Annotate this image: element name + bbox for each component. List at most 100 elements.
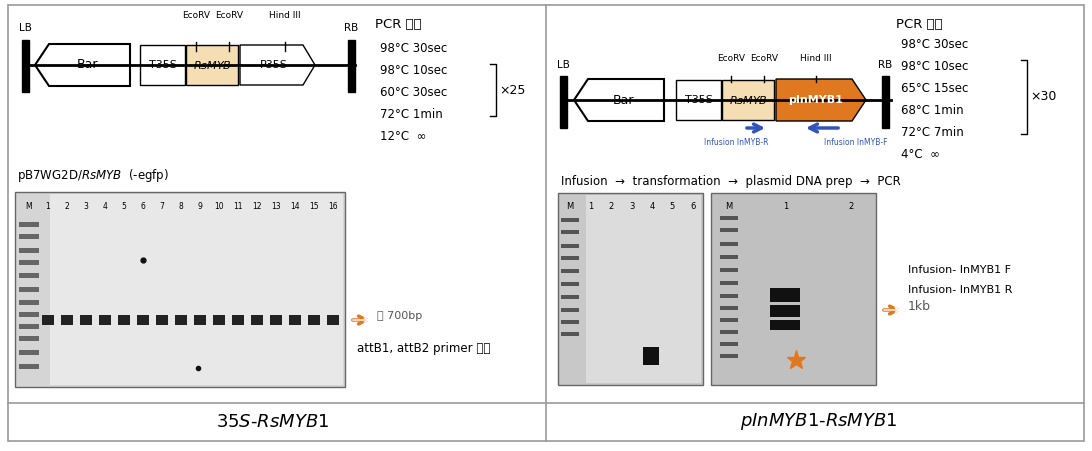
Text: 12: 12 (252, 202, 262, 211)
FancyBboxPatch shape (19, 260, 39, 265)
FancyBboxPatch shape (882, 76, 889, 128)
FancyBboxPatch shape (720, 330, 738, 333)
FancyBboxPatch shape (643, 347, 658, 365)
FancyBboxPatch shape (561, 244, 579, 248)
Text: 1: 1 (46, 202, 50, 211)
Text: 2: 2 (848, 202, 854, 211)
Text: 1kb: 1kb (909, 299, 931, 313)
FancyBboxPatch shape (251, 315, 263, 325)
FancyBboxPatch shape (19, 273, 39, 278)
FancyBboxPatch shape (561, 268, 579, 272)
Text: attB1, attB2 primer 사용: attB1, attB2 primer 사용 (357, 342, 490, 355)
FancyBboxPatch shape (720, 318, 738, 322)
Polygon shape (776, 79, 866, 121)
FancyBboxPatch shape (194, 315, 206, 325)
FancyBboxPatch shape (720, 227, 738, 231)
Text: 10: 10 (214, 202, 224, 211)
FancyBboxPatch shape (232, 315, 244, 325)
FancyBboxPatch shape (19, 300, 39, 305)
FancyBboxPatch shape (720, 305, 738, 309)
FancyBboxPatch shape (561, 256, 579, 259)
FancyBboxPatch shape (770, 320, 800, 330)
FancyBboxPatch shape (711, 193, 876, 385)
Text: 6: 6 (690, 202, 696, 211)
FancyBboxPatch shape (720, 341, 738, 345)
Text: PCR 조건: PCR 조건 (897, 18, 942, 31)
FancyBboxPatch shape (561, 331, 579, 336)
Text: 8: 8 (179, 202, 183, 211)
Text: 약 700bp: 약 700bp (377, 311, 423, 321)
FancyBboxPatch shape (720, 354, 738, 358)
FancyBboxPatch shape (770, 305, 800, 317)
Text: 3: 3 (84, 202, 88, 211)
Text: 5: 5 (121, 202, 127, 211)
FancyBboxPatch shape (720, 241, 738, 245)
FancyBboxPatch shape (50, 194, 343, 385)
Text: EcoRV: EcoRV (717, 54, 745, 63)
Text: 4: 4 (650, 202, 654, 211)
FancyBboxPatch shape (19, 350, 39, 355)
Text: 2: 2 (608, 202, 614, 211)
Text: ×30: ×30 (1030, 91, 1056, 103)
FancyBboxPatch shape (561, 281, 579, 285)
Text: 72°C 7min: 72°C 7min (901, 126, 964, 139)
FancyBboxPatch shape (19, 336, 39, 341)
Text: 15: 15 (309, 202, 319, 211)
FancyBboxPatch shape (561, 295, 579, 299)
FancyBboxPatch shape (136, 315, 149, 325)
Text: EcoRV: EcoRV (750, 54, 778, 63)
Text: 4°C  ∞: 4°C ∞ (901, 148, 940, 161)
Text: 12°C  ∞: 12°C ∞ (380, 130, 426, 143)
Text: M: M (567, 202, 573, 211)
FancyBboxPatch shape (19, 312, 39, 317)
Text: Hind III: Hind III (800, 54, 832, 63)
FancyBboxPatch shape (770, 288, 800, 302)
Text: M: M (725, 202, 733, 211)
Text: 60°C 30sec: 60°C 30sec (380, 86, 448, 99)
FancyBboxPatch shape (561, 230, 579, 234)
Text: 6: 6 (141, 202, 145, 211)
Polygon shape (35, 44, 130, 86)
Text: RB: RB (344, 23, 358, 33)
FancyBboxPatch shape (561, 217, 579, 221)
FancyBboxPatch shape (561, 308, 579, 312)
Text: 68°C 1min: 68°C 1min (901, 104, 963, 117)
FancyBboxPatch shape (175, 315, 187, 325)
Text: 4: 4 (103, 202, 107, 211)
Text: 11: 11 (234, 202, 242, 211)
FancyBboxPatch shape (720, 294, 738, 298)
Text: LB: LB (557, 60, 569, 70)
Text: RB: RB (878, 60, 892, 70)
Text: 98°C 30sec: 98°C 30sec (901, 38, 969, 51)
Text: 7: 7 (159, 202, 165, 211)
FancyBboxPatch shape (19, 324, 39, 329)
Text: Bar: Bar (76, 59, 98, 72)
FancyBboxPatch shape (140, 45, 185, 85)
FancyBboxPatch shape (327, 315, 339, 325)
Text: 72°C 1min: 72°C 1min (380, 108, 442, 121)
Text: $\it{RsMYB}$: $\it{RsMYB}$ (728, 94, 768, 106)
Polygon shape (574, 79, 664, 121)
Text: pB7WG2D/$\it{RsMYB}$  (-egfp): pB7WG2D/$\it{RsMYB}$ (-egfp) (17, 167, 169, 184)
Text: EcoRV: EcoRV (215, 11, 244, 20)
Text: ×25: ×25 (499, 83, 525, 97)
FancyBboxPatch shape (560, 76, 567, 128)
FancyBboxPatch shape (186, 45, 238, 85)
Text: Infusion- InMYB1 F: Infusion- InMYB1 F (909, 265, 1011, 275)
Text: Infusion  →  transformation  →  plasmid DNA prep  →  PCR: Infusion → transformation → plasmid DNA … (561, 175, 901, 188)
Text: $\it{35S}$-$\it{Rs}$$\it{MYB1}$: $\it{35S}$-$\it{Rs}$$\it{MYB1}$ (216, 413, 330, 431)
Text: Hind III: Hind III (270, 11, 300, 20)
Text: 98°C 10sec: 98°C 10sec (901, 60, 969, 73)
FancyBboxPatch shape (270, 315, 282, 325)
FancyBboxPatch shape (99, 315, 111, 325)
FancyBboxPatch shape (720, 267, 738, 272)
FancyBboxPatch shape (41, 315, 54, 325)
Text: Infusion InMYB-F: Infusion InMYB-F (824, 138, 888, 147)
Text: 65°C 15sec: 65°C 15sec (901, 82, 969, 95)
Text: M: M (26, 202, 33, 211)
FancyBboxPatch shape (19, 248, 39, 253)
FancyBboxPatch shape (80, 315, 92, 325)
FancyBboxPatch shape (722, 80, 774, 120)
Text: 98°C 30sec: 98°C 30sec (380, 42, 448, 55)
Text: 16: 16 (329, 202, 337, 211)
